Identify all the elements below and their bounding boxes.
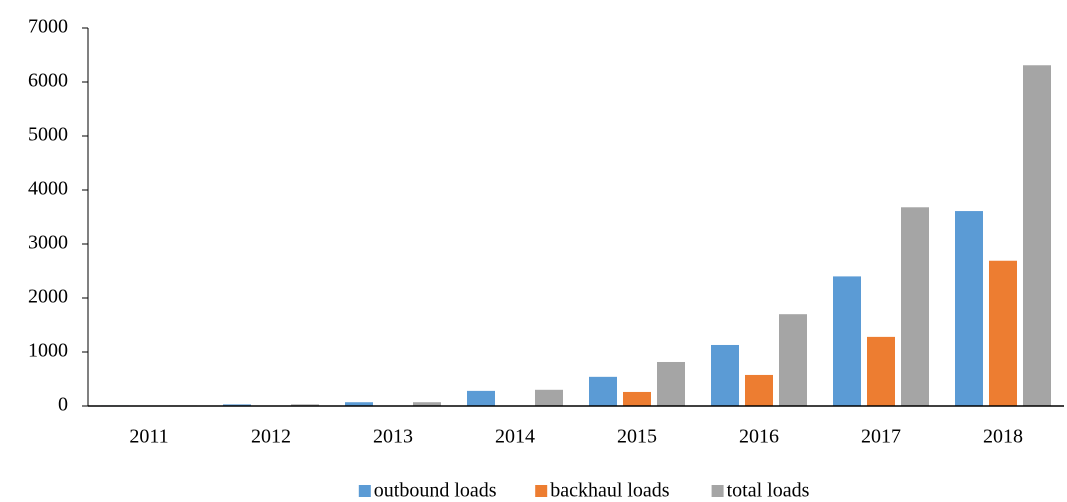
x-tick-label: 2012 — [251, 426, 291, 448]
bar — [589, 376, 617, 406]
bar — [345, 402, 373, 406]
y-tick-label: 2000 — [28, 286, 68, 308]
bar — [779, 314, 807, 406]
bar — [867, 336, 895, 406]
bar — [833, 276, 861, 406]
x-tick-label: 2016 — [739, 426, 779, 448]
x-tick-label: 2017 — [861, 426, 901, 448]
bar — [745, 374, 773, 406]
bar — [955, 211, 983, 406]
legend-swatch — [358, 485, 371, 497]
bar — [535, 389, 563, 406]
x-tick-label: 2015 — [617, 426, 657, 448]
y-tick-label: 1000 — [28, 340, 68, 362]
x-tick-label: 2013 — [373, 426, 413, 448]
legend-label: backhaul loads — [550, 480, 670, 502]
y-tick-label: 0 — [58, 394, 68, 416]
bar — [657, 361, 685, 406]
y-tick-label: 7000 — [28, 16, 68, 38]
bar — [413, 402, 441, 406]
x-tick-label: 2011 — [129, 426, 168, 448]
x-tick-label: 2018 — [983, 426, 1023, 448]
bar — [989, 260, 1017, 406]
bar — [291, 404, 319, 406]
legend-swatch — [535, 485, 548, 497]
x-tick-label: 2014 — [495, 426, 535, 448]
y-tick-label: 5000 — [28, 124, 68, 146]
bar — [1023, 65, 1051, 406]
y-tick-label: 6000 — [28, 70, 68, 92]
y-tick-label: 3000 — [28, 232, 68, 254]
bar — [623, 391, 651, 406]
legend-label: outbound loads — [374, 480, 497, 502]
legend-swatch — [711, 485, 724, 497]
legend-label: total loads — [727, 480, 810, 502]
bar — [711, 344, 739, 406]
bar — [223, 404, 251, 406]
bar — [467, 390, 495, 406]
bar — [901, 207, 929, 406]
y-tick-label: 4000 — [28, 178, 68, 200]
